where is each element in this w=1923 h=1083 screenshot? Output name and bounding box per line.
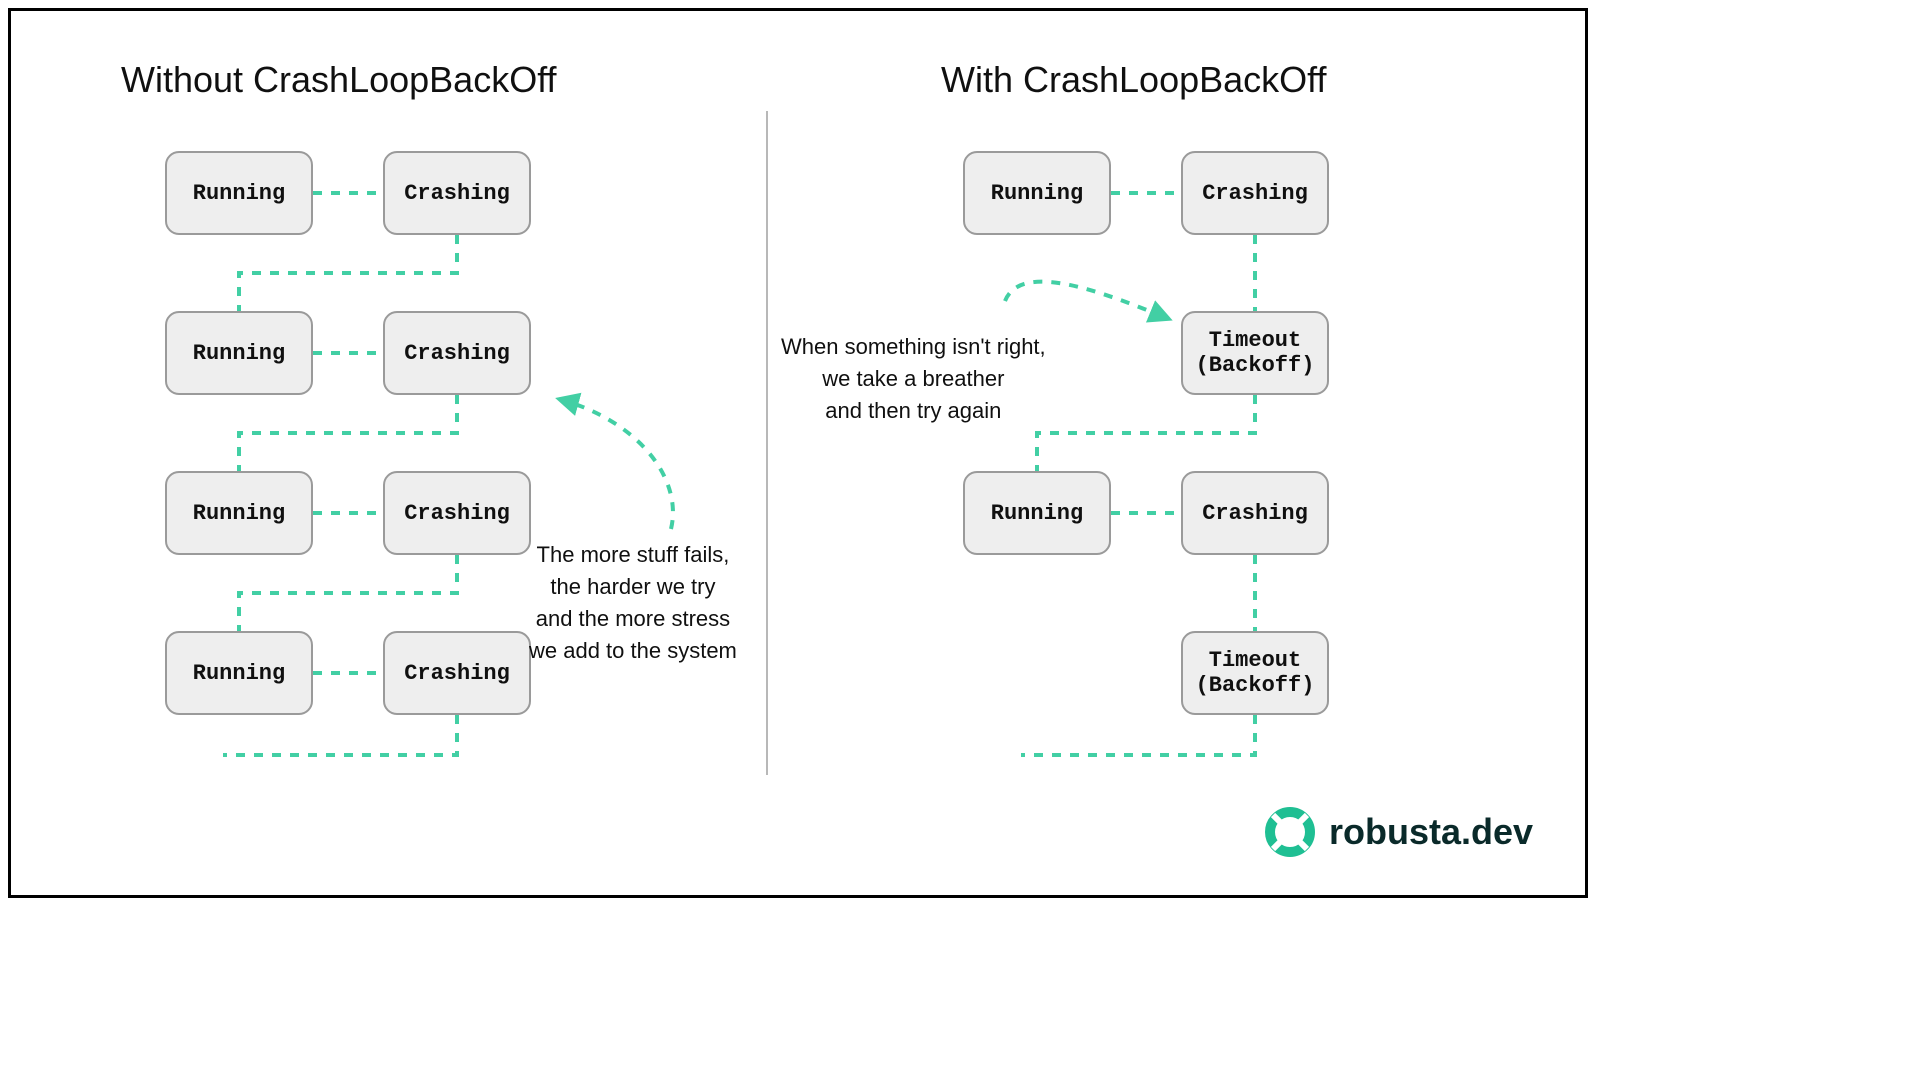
brand-logo: robusta.dev <box>1265 807 1533 857</box>
left-annotation: The more stuff fails, the harder we try … <box>529 539 737 667</box>
state-node-l-run-3: Running <box>165 471 313 555</box>
state-node-r-run-1: Running <box>963 151 1111 235</box>
state-node-l-run-2: Running <box>165 311 313 395</box>
state-node-r-crash-1: Crashing <box>1181 151 1329 235</box>
state-node-l-crash-3: Crashing <box>383 471 531 555</box>
state-node-r-timeout-1: Timeout (Backoff) <box>1181 311 1329 395</box>
state-node-l-crash-1: Crashing <box>383 151 531 235</box>
panel-divider <box>766 111 768 775</box>
state-node-l-crash-4: Crashing <box>383 631 531 715</box>
lifebuoy-icon <box>1265 807 1315 857</box>
brand-name: robusta.dev <box>1329 811 1533 853</box>
state-node-l-run-4: Running <box>165 631 313 715</box>
state-node-l-crash-2: Crashing <box>383 311 531 395</box>
state-node-r-crash-2: Crashing <box>1181 471 1329 555</box>
right-annotation: When something isn't right, we take a br… <box>781 331 1046 427</box>
connector-layer <box>11 11 1591 901</box>
state-node-r-run-2: Running <box>963 471 1111 555</box>
state-node-l-run-1: Running <box>165 151 313 235</box>
diagram-frame: Without CrashLoopBackOff Running Crashing R… <box>8 8 1588 898</box>
state-node-r-timeout-2: Timeout (Backoff) <box>1181 631 1329 715</box>
right-title: With CrashLoopBackOff <box>941 59 1327 101</box>
left-title: Without CrashLoopBackOff <box>121 59 557 101</box>
